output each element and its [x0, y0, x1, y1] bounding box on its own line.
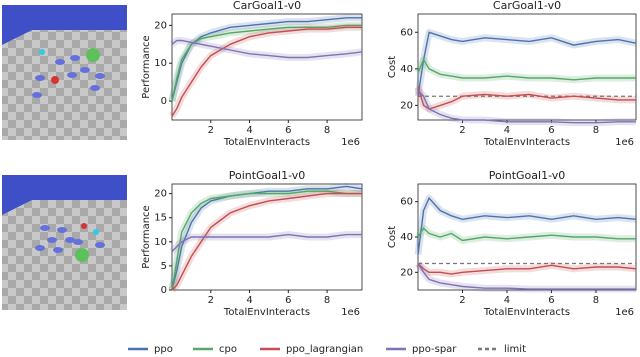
x-tick-label: 8 [593, 295, 599, 306]
x-tick-label: 6 [285, 125, 291, 136]
chart-title: CarGoal1-v0 [233, 0, 301, 12]
x-tick-label: 2 [459, 295, 465, 306]
y-tick-label: 15 [154, 213, 167, 224]
x-tick-label: 2 [208, 295, 214, 306]
x-axis-label: TotalEnvInteracts [223, 307, 310, 318]
y-tick-label: 0 [161, 285, 167, 296]
x-axis-label: TotalEnvInteracts [223, 137, 310, 148]
y-axis-label: Performance [141, 35, 152, 98]
x-tick-label: 6 [285, 295, 291, 306]
y-tick-label: 20 [154, 20, 167, 31]
y-tick-label: 20 [400, 100, 413, 111]
series-line [417, 263, 636, 290]
y-axis-label: Cost [387, 226, 398, 248]
series-line [171, 192, 362, 291]
y-axis-label: Cost [387, 56, 398, 78]
env-render-car [2, 5, 127, 140]
y-tick-label: 20 [400, 267, 413, 278]
x-axis-label: TotalEnvInteracts [483, 307, 570, 318]
series-line [171, 26, 362, 117]
x-tick-label: 4 [504, 125, 510, 136]
legend-label: limit [504, 344, 526, 355]
chart-title: CarGoal1-v0 [493, 0, 561, 12]
legend-label: cpo [219, 344, 237, 355]
x-offset-label: 1e6 [341, 307, 360, 318]
x-tick-label: 4 [246, 295, 252, 306]
x-tick-label: 6 [548, 125, 554, 136]
x-offset-label: 1e6 [341, 137, 360, 148]
x-tick-label: 6 [548, 295, 554, 306]
series-line [417, 31, 637, 97]
series-line [171, 39, 363, 59]
x-tick-label: 4 [504, 295, 510, 306]
x-tick-label: 8 [593, 125, 599, 136]
series-line [417, 227, 636, 242]
y-axis-label: Performance [141, 205, 152, 268]
legend-label: ppo_lagrangian [286, 344, 363, 355]
x-tick-label: 2 [459, 125, 465, 136]
series-line [171, 17, 362, 102]
plot-area [171, 13, 363, 121]
x-tick-label: 2 [208, 125, 214, 136]
y-tick-label: 20 [154, 189, 167, 200]
series-line [171, 24, 362, 102]
y-tick-label: 0 [161, 96, 167, 107]
x-offset-label: 1e6 [615, 137, 634, 148]
x-offset-label: 1e6 [615, 307, 634, 318]
chart-title: PointGoal1-v0 [489, 169, 566, 182]
env-render-point [2, 175, 127, 310]
x-tick-label: 4 [246, 125, 252, 136]
chart-title: PointGoal1-v0 [229, 169, 306, 182]
series-line [417, 196, 637, 255]
series-line [417, 90, 636, 124]
y-tick-label: 60 [400, 197, 413, 208]
y-tick-label: 40 [400, 232, 413, 243]
legend-label: ppo [154, 344, 173, 355]
y-tick-label: 40 [400, 64, 413, 75]
series-line [171, 190, 362, 291]
x-tick-label: 8 [324, 295, 330, 306]
legend-label: ppo-spar [412, 344, 457, 355]
series-line [171, 233, 362, 252]
series-line [417, 58, 636, 81]
y-tick-label: 10 [154, 237, 167, 248]
series-line [417, 262, 637, 275]
y-tick-label: 5 [161, 261, 167, 272]
series-line [417, 86, 636, 110]
x-tick-label: 8 [324, 125, 330, 136]
y-tick-label: 60 [400, 27, 413, 38]
y-tick-label: 10 [154, 58, 167, 69]
plot-area [417, 13, 637, 121]
x-axis-label: TotalEnvInteracts [483, 137, 570, 148]
